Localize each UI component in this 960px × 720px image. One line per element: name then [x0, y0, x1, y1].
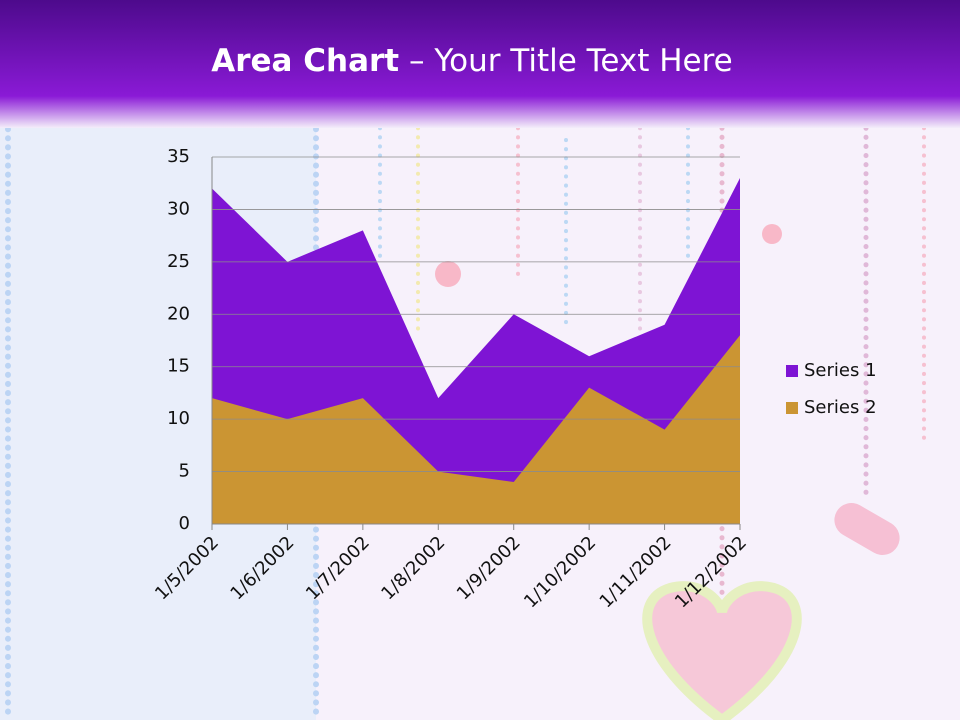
legend-label: Series 2	[804, 397, 877, 418]
y-tick-label: 10	[167, 408, 190, 429]
area	[212, 335, 740, 524]
y-tick-label: 15	[167, 356, 190, 377]
y-tick-label: 5	[179, 461, 190, 482]
y-tick-label: 30	[167, 198, 190, 219]
decoration-shapes	[435, 224, 900, 720]
y-tick-label: 35	[167, 146, 190, 167]
slide-title: Area Chart – Your Title Text Here	[211, 43, 732, 79]
header-band	[0, 0, 960, 128]
y-tick-label: 0	[179, 513, 190, 534]
y-tick-label: 25	[167, 251, 190, 272]
legend-swatch	[786, 402, 798, 414]
y-tick-label: 20	[167, 303, 190, 324]
title-rest: – Your Title Text Here	[409, 43, 733, 79]
title-bold: Area Chart	[211, 43, 399, 79]
legend-label: Series 1	[804, 360, 877, 381]
legend-swatch	[786, 365, 798, 377]
